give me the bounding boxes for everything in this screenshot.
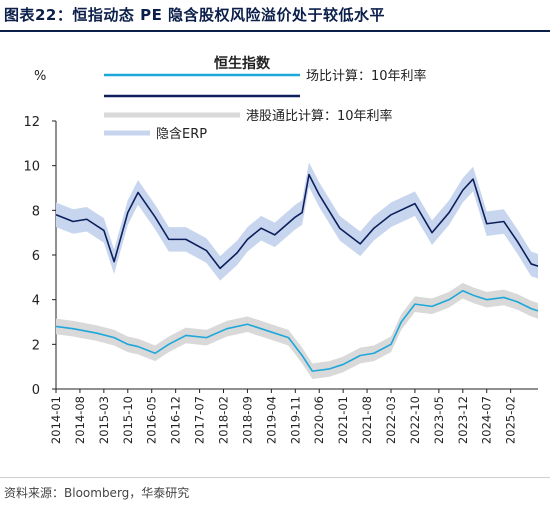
x-tick-label: 2014-01 — [49, 396, 63, 444]
x-tick-label: 2017-07 — [193, 396, 207, 444]
x-tick-label: 2019-04 — [264, 396, 278, 444]
axes: 0 2 4 6 8 10 12 2014-01 2014-08 2015-03 2015-10 201… — [23, 115, 538, 444]
series-band-3 — [56, 162, 538, 281]
x-tick-label: 2024-07 — [480, 396, 494, 444]
y-tick-label: 0 — [32, 383, 40, 398]
y-axis-unit-label: % — [34, 69, 46, 84]
series-band-2 — [56, 282, 538, 379]
x-tick-label: 2020-06 — [312, 396, 326, 444]
source-divider — [0, 477, 550, 478]
x-tick-label: 2025-02 — [504, 396, 518, 444]
x-tick-label: 2014-08 — [73, 396, 87, 444]
x-tick-label: 2018-09 — [240, 396, 254, 444]
legend-label-3: 隐含ERP — [156, 126, 207, 142]
source-note: 资料来源：Bloomberg，华泰研究 — [4, 486, 190, 500]
x-tick-label: 2022-10 — [408, 396, 422, 444]
y-tick-label: 6 — [32, 249, 40, 264]
x-tick-label: 2015-10 — [121, 396, 135, 444]
x-tick-label: 2022-03 — [384, 396, 398, 444]
x-tick-label: 2021-01 — [336, 396, 350, 444]
y-tick-label: 10 — [23, 160, 40, 175]
x-tick-label: 2021-08 — [360, 396, 374, 444]
series-line-1 — [55, 173, 539, 270]
shaded-ranges — [56, 162, 538, 379]
x-tick-label: 2016-12 — [169, 396, 183, 444]
x-tick-label: 2015-03 — [97, 396, 111, 444]
x-tick-label: 2018-02 — [217, 396, 231, 444]
x-tick-label: 2023-05 — [432, 396, 446, 444]
y-tick-label: 12 — [23, 115, 40, 130]
x-tick-label: 2019-11 — [288, 396, 302, 444]
chart-title: 恒生指数 — [214, 55, 271, 72]
x-tick-label: 2016-05 — [145, 396, 159, 444]
series-lines — [55, 173, 539, 372]
y-tick-label: 2 — [32, 338, 40, 353]
x-tick-label: 2023-12 — [456, 396, 470, 444]
y-tick-label: 4 — [32, 294, 40, 309]
title-divider — [0, 30, 550, 32]
series-line-0 — [55, 289, 539, 372]
legend-label-0: 场比计算：10年利率 — [306, 68, 427, 84]
y-tick-label: 8 — [32, 204, 40, 219]
legend-label-2: 港股通比计算：10年利率 — [246, 108, 393, 124]
figure-title: 图表22：恒指动态 PE 隐含股权风险溢价处于较低水平 — [4, 6, 386, 24]
